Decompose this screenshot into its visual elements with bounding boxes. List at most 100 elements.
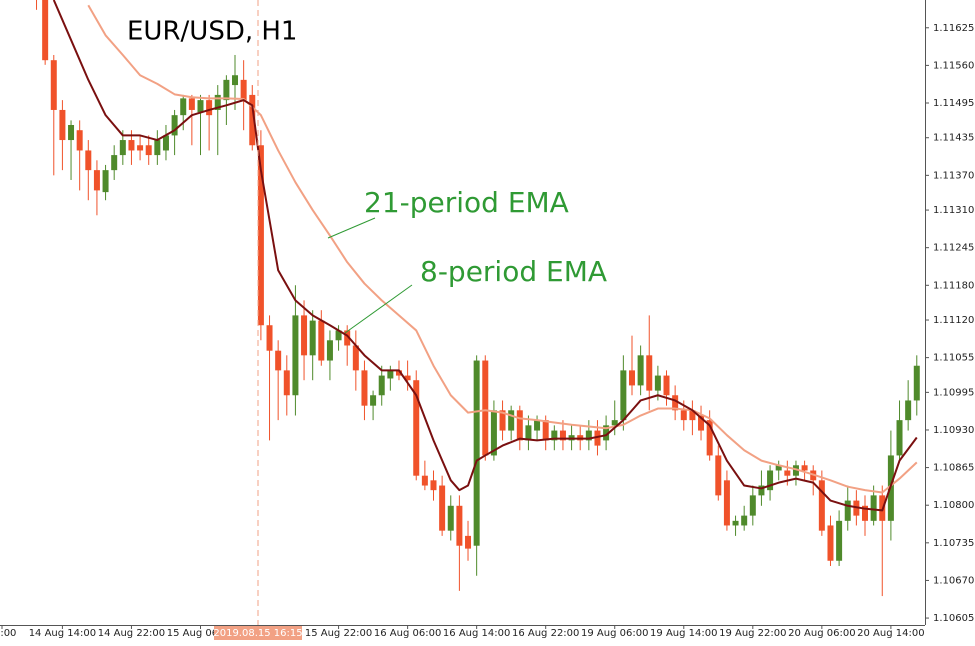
candle-body bbox=[119, 140, 126, 156]
candle-body bbox=[775, 465, 782, 471]
candle-body bbox=[620, 370, 627, 421]
candle-body bbox=[421, 475, 428, 486]
y-tick-label: 1.11055 bbox=[933, 353, 974, 364]
candle-body bbox=[689, 410, 696, 421]
y-tick-label: 1.10930 bbox=[933, 425, 974, 436]
y-tick-label: 1.11120 bbox=[933, 315, 974, 326]
y-tick-label: 1.10735 bbox=[933, 538, 974, 549]
candle-body bbox=[85, 150, 92, 171]
x-tick-label: 20 Aug 14:00 bbox=[857, 628, 924, 639]
x-tick-label: 06:00 bbox=[0, 628, 16, 639]
candle-body bbox=[611, 420, 618, 426]
candle-body bbox=[249, 94, 256, 146]
candle-body bbox=[42, 0, 49, 61]
candle-body bbox=[180, 98, 187, 116]
x-tick-label: 14 Aug 22:00 bbox=[98, 628, 165, 639]
candle-body bbox=[301, 315, 308, 356]
y-tick-label: 1.11560 bbox=[933, 60, 974, 71]
candle-body bbox=[128, 140, 135, 151]
axes: 1.11625 1.11560 1.11495 1.11435 1.11370 1.113… bbox=[1, 23, 974, 629]
candle-body bbox=[102, 170, 109, 193]
plot-area bbox=[36, 0, 920, 597]
candle-body bbox=[499, 410, 506, 431]
candle-body bbox=[387, 370, 394, 379]
candle-body bbox=[732, 520, 739, 526]
cursor-label: 2019.08.15 16:15 bbox=[213, 628, 302, 639]
candle-body bbox=[905, 400, 912, 421]
candle-body bbox=[741, 515, 748, 526]
candle-body bbox=[395, 370, 402, 376]
candle-body bbox=[465, 535, 472, 549]
candle-body bbox=[516, 410, 523, 441]
x-tick-label: 20 Aug 06:00 bbox=[788, 628, 855, 639]
candle-body bbox=[145, 145, 152, 156]
x-tick-label: 15 Aug 22:00 bbox=[305, 628, 372, 639]
x-tick-label: 16 Aug 22:00 bbox=[512, 628, 579, 639]
candle-body bbox=[344, 330, 351, 346]
candle-body bbox=[413, 380, 420, 476]
candle-body bbox=[594, 430, 601, 446]
candle-body bbox=[361, 370, 368, 406]
candle-body bbox=[352, 345, 359, 371]
y-tick-label: 1.11370 bbox=[933, 170, 974, 181]
candle-body bbox=[663, 375, 670, 396]
candle-body bbox=[818, 480, 825, 531]
candle-body bbox=[542, 420, 549, 441]
candle-body bbox=[525, 425, 532, 441]
candle-body bbox=[447, 505, 454, 531]
candle-body bbox=[309, 320, 316, 356]
y-tick-label: 1.11495 bbox=[933, 98, 974, 109]
x-tick-label: 16 Aug 06:00 bbox=[374, 628, 441, 639]
candle-body bbox=[266, 325, 273, 351]
y-tick-label: 1.11435 bbox=[933, 133, 974, 144]
candle-body bbox=[188, 98, 195, 110]
candle-body bbox=[758, 485, 765, 496]
y-tick-label: 1.11245 bbox=[933, 243, 974, 254]
candle-body bbox=[223, 79, 230, 101]
candle-body bbox=[240, 79, 247, 101]
candle-body bbox=[318, 320, 325, 361]
candle-body bbox=[93, 170, 100, 191]
candle-body bbox=[698, 415, 705, 431]
candle-body bbox=[473, 360, 480, 546]
candle-body bbox=[585, 430, 592, 441]
candle-body bbox=[836, 520, 843, 561]
candle-body bbox=[706, 420, 713, 456]
candle-body bbox=[559, 430, 566, 441]
candle-body bbox=[749, 495, 756, 516]
candle-body bbox=[801, 465, 808, 471]
candle-body bbox=[257, 145, 264, 326]
x-tick-label: 19 Aug 22:00 bbox=[719, 628, 786, 639]
candle-body bbox=[482, 360, 489, 456]
candle-body bbox=[628, 370, 635, 386]
candle-body bbox=[370, 395, 377, 406]
y-tick-label: 1.11310 bbox=[933, 205, 974, 216]
candle-body bbox=[59, 109, 66, 141]
annotation-leader bbox=[327, 217, 376, 239]
candle-body bbox=[76, 130, 83, 151]
candle-body bbox=[326, 340, 333, 361]
candle-body bbox=[430, 480, 437, 491]
candle-body bbox=[646, 355, 653, 391]
y-tick-label: 1.10670 bbox=[933, 575, 974, 586]
candle-body bbox=[862, 505, 868, 521]
candle-body bbox=[378, 375, 385, 396]
chart-title: EUR/USD, H1 bbox=[127, 17, 297, 47]
candle-body bbox=[534, 420, 541, 431]
candle-body bbox=[870, 495, 877, 521]
candle-body bbox=[767, 470, 774, 491]
candle-body bbox=[162, 135, 169, 151]
candle-body bbox=[206, 100, 213, 116]
y-tick-label: 1.10865 bbox=[933, 463, 974, 474]
candle-body bbox=[171, 115, 178, 136]
candle-body bbox=[292, 315, 299, 396]
candle-body bbox=[50, 60, 57, 110]
ema-line bbox=[52, 0, 918, 512]
candle-body bbox=[232, 75, 239, 86]
cursor-label-box bbox=[214, 626, 302, 640]
candle-body bbox=[439, 485, 446, 531]
candle-body bbox=[723, 480, 730, 526]
candle-body bbox=[672, 395, 679, 411]
